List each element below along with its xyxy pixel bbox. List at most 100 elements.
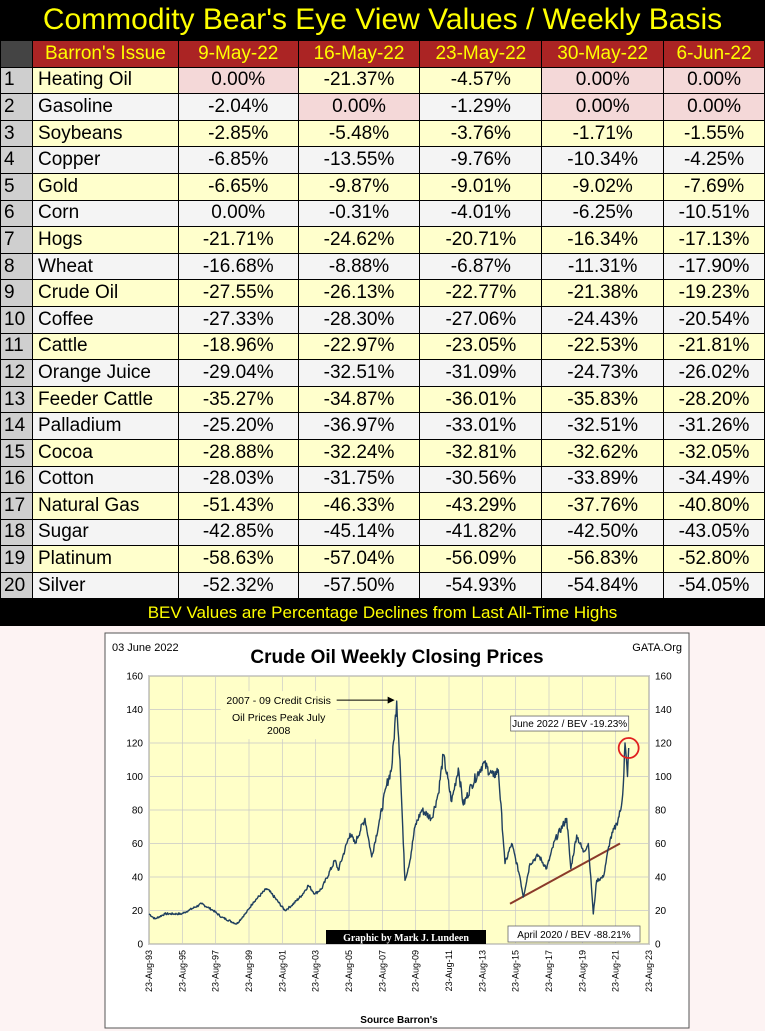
bev-value: -57.04% [297,545,421,573]
x-tick-label: 23-Aug-21 [611,950,621,992]
commodity-name: Sugar [31,518,179,547]
header-date: 9-May-22 [177,40,299,68]
table-row: 13 Feeder Cattle -35.27% -34.87% -36.01% -35.… [0,385,765,414]
bev-value: 0.00% [663,93,765,121]
row-number: 7 [0,226,33,254]
bev-value: -51.43% [177,492,299,520]
annotation-text: Oil Prices Peak July [232,712,326,724]
bev-value: -16.68% [177,252,299,281]
bev-value: -27.33% [177,305,299,334]
crude-oil-chart: 03 June 2022 GATA.Org Crude Oil Weekly C… [104,632,690,1029]
bev-value: -31.26% [663,412,765,440]
bev-value: -1.29% [419,93,543,121]
bev-value: -45.14% [297,518,421,547]
row-number: 2 [0,93,33,121]
x-tick-label: 23-Aug-13 [477,950,487,992]
x-tick-label: 23-Aug-95 [177,950,187,992]
row-number: 14 [0,412,33,440]
row-number: 5 [0,172,33,201]
bev-value: -24.73% [541,359,665,387]
bev-value: -57.50% [297,571,421,600]
commodity-name: Cocoa [31,438,179,467]
bev-value: -28.03% [177,465,299,494]
bev-value: -33.01% [419,412,543,440]
highlight-circle [617,737,640,759]
bev-value: -32.24% [297,438,421,467]
page-title: Commodity Bear's Eye View Values / Weekl… [42,3,723,36]
row-number: 17 [0,492,33,520]
annotation-text: April 2020 / BEV -88.21% [517,930,631,941]
table-row: 4 Copper -6.85% -13.55% -9.76% -10.34% -4.25% [0,146,765,174]
bev-value: -1.71% [541,119,665,148]
x-axis-label: Source Barron's [360,1015,438,1026]
row-number: 1 [0,66,33,95]
bev-value: -56.09% [419,545,543,573]
table-row: 12 Orange Juice -29.04% -32.51% -31.09% -24.7… [0,359,765,387]
bev-value: -25.20% [177,412,299,440]
bev-value: 0.00% [541,93,665,121]
commodity-name: Silver [31,571,179,600]
bev-value: -11.31% [541,252,665,281]
commodity-name: Hogs [31,226,179,254]
bev-value: -24.62% [297,226,421,254]
table-row: 3 Soybeans -2.85% -5.48% -3.76% -1.71% -1.55% [0,119,765,148]
y-tick-label: 40 [655,873,667,884]
x-tick-label: 23-Aug-17 [544,950,554,992]
bev-value: -21.37% [297,66,421,95]
row-number: 8 [0,252,33,281]
table-row: 19 Platinum -58.63% -57.04% -56.09% -56.83% -5… [0,545,765,573]
bev-value: -9.87% [297,172,421,201]
bev-value: -9.01% [419,172,543,201]
table-row: 1 Heating Oil 0.00% -21.37% -4.57% 0.00% 0.00% [0,66,765,95]
y-tick-label: 20 [132,906,144,917]
commodity-name: Wheat [31,252,179,281]
bev-value: -22.53% [541,332,665,361]
annotation-text: June 2022 / BEV -19.23% [512,719,627,730]
bev-value: -37.76% [541,492,665,520]
y-tick-label: 100 [126,772,143,783]
bev-value: 0.00% [297,93,421,121]
commodity-name: Copper [31,146,179,174]
y-tick-label: 0 [655,940,661,951]
x-tick-label: 23-Aug-05 [344,950,354,992]
bev-value: -27.06% [419,305,543,334]
commodity-name: Natural Gas [31,492,179,520]
y-tick-label: 140 [126,705,143,716]
table-row: 9 Crude Oil -27.55% -26.13% -22.77% -21.38% -1… [0,279,765,307]
bev-value: -0.31% [297,199,421,228]
table-row: 2 Gasoline -2.04% 0.00% -1.29% 0.00% 0.00% [0,93,765,121]
annotation-june-2022: June 2022 / BEV -19.23% [510,715,640,759]
row-number: 20 [0,571,33,600]
chart-title: Crude Oil Weekly Closing Prices [250,647,543,668]
bev-value: -34.87% [297,385,421,414]
bev-value: -26.13% [297,279,421,307]
commodity-name: Crude Oil [31,279,179,307]
bev-value: -4.01% [419,199,543,228]
table-row: 15 Cocoa -28.88% -32.24% -32.81% -32.62% -32.0… [0,438,765,467]
x-tick-label: 23-Aug-03 [311,950,321,992]
row-number: 3 [0,119,33,148]
row-number: 4 [0,146,33,174]
commodity-name: Feeder Cattle [31,385,179,414]
x-tick-label: 23-Aug-93 [144,950,154,992]
bev-value: -22.97% [297,332,421,361]
bev-value: -32.51% [297,359,421,387]
bev-value: -10.51% [663,199,765,228]
bev-value: -13.55% [297,146,421,174]
row-number: 16 [0,465,33,494]
bev-value: -32.62% [541,438,665,467]
x-axis: 23-Aug-93 23-Aug-95 23-Aug-97 23-Aug-99 23-A… [144,950,654,992]
bev-value: -52.32% [177,571,299,600]
bev-value: -17.90% [663,252,765,281]
bev-value: -28.88% [177,438,299,467]
header-issue: Barron's Issue [31,40,179,68]
bev-value: -31.09% [419,359,543,387]
annotation-credit-crisis: 2007 - 09 Credit Crisis Oil Prices Peak … [220,691,395,740]
bev-value: -5.48% [297,119,421,148]
annotation-text: 2007 - 09 Credit Crisis [226,695,330,707]
date-label: 03 June 2022 [112,642,179,654]
bev-value: -36.97% [297,412,421,440]
commodity-name: Cattle [31,332,179,361]
bev-value: -36.01% [419,385,543,414]
bev-value: -32.05% [663,438,765,467]
